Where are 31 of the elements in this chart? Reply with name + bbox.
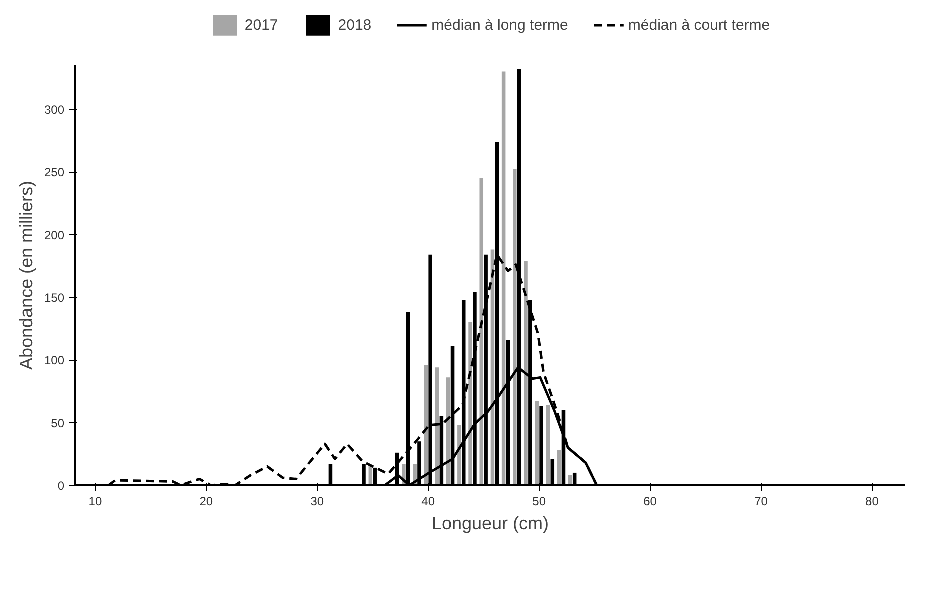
y-tick-label: 100 (44, 354, 65, 368)
x-tick-label: 50 (532, 494, 546, 508)
y-tick-label: 200 (44, 228, 65, 242)
x-tick-label: 60 (644, 494, 658, 508)
bar (468, 322, 472, 486)
legend-label: médian à long terme (432, 16, 568, 34)
y-tick-label: 50 (51, 416, 65, 430)
bar (458, 425, 462, 486)
x-tick-label: 80 (866, 494, 880, 508)
bar (535, 402, 539, 486)
y-tick-label: 250 (44, 166, 65, 180)
bar (568, 475, 572, 486)
x-tick-label: 30 (310, 494, 324, 508)
bar (546, 405, 550, 486)
x-tick-label: 10 (88, 494, 102, 508)
y-tick-label: 300 (44, 102, 65, 117)
legend-label: 2017 (244, 16, 278, 34)
bar (502, 72, 506, 486)
legend-label: 2018 (338, 16, 372, 34)
bar (513, 170, 517, 486)
y-axis-title: Abondance (en milliers) (16, 180, 36, 370)
y-tick-label: 0 (58, 479, 65, 493)
legend-label: médian à court terme (628, 16, 770, 34)
x-tick-label: 40 (422, 494, 436, 508)
x-axis-title: Longueur (cm) (432, 514, 550, 534)
x-tick-label: 70 (754, 494, 768, 508)
bar (557, 450, 562, 486)
bar (524, 261, 528, 486)
bar (480, 178, 484, 486)
x-tick-label: 20 (200, 494, 214, 508)
y-tick-label: 150 (44, 290, 65, 305)
